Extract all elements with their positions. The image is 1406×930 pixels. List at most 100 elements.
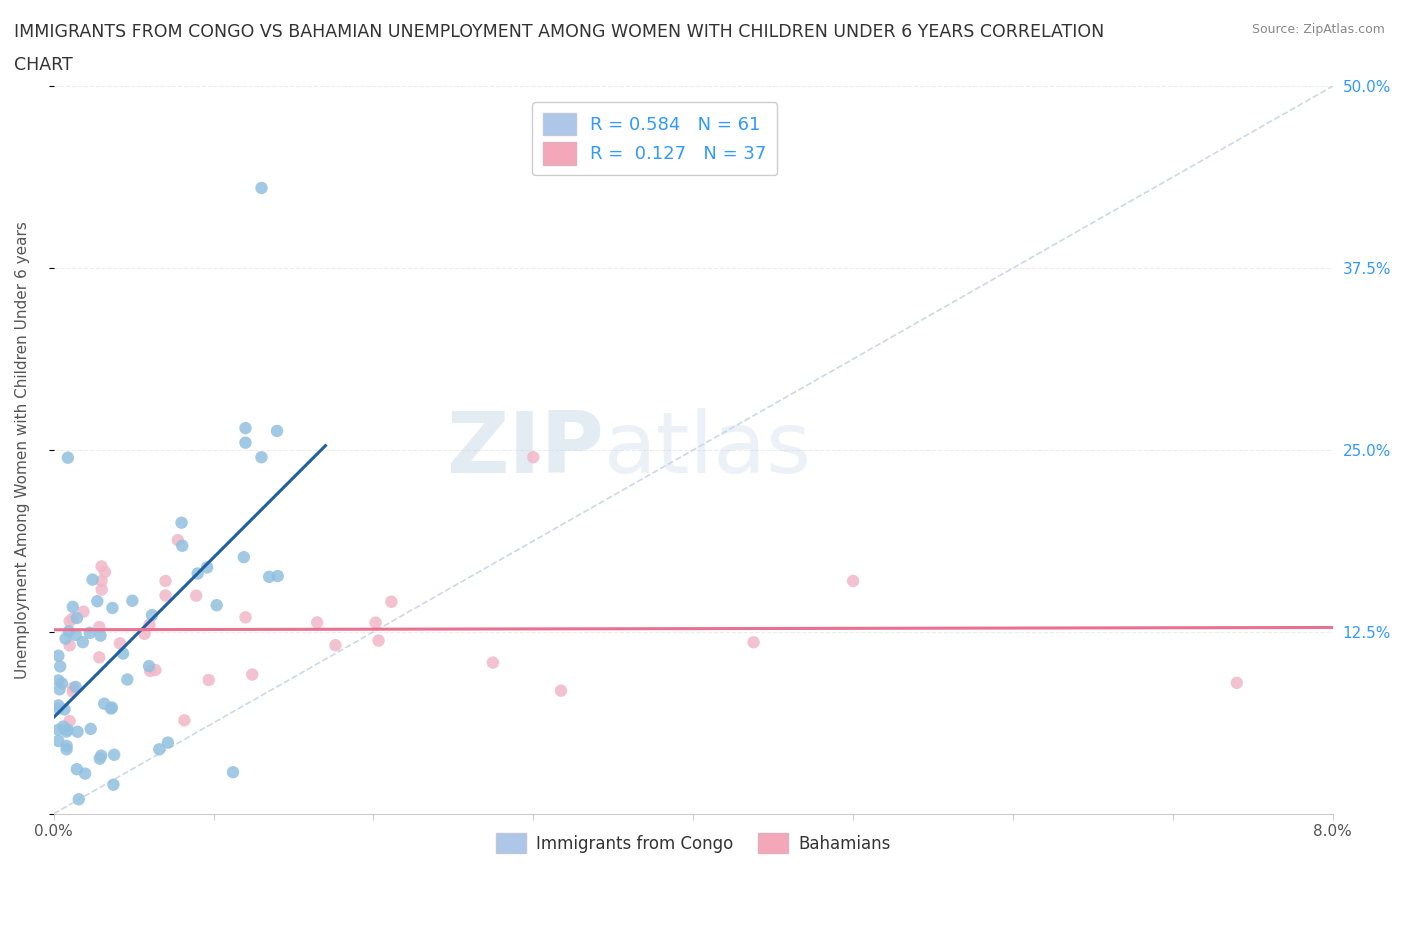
Point — [53, 702, 76, 717]
Point — [367, 633, 389, 648]
Point — [90, 582, 112, 597]
Point — [48, 648, 70, 663]
Point — [90, 749, 112, 764]
Point — [742, 635, 765, 650]
Point — [166, 533, 188, 548]
Point — [90, 574, 112, 589]
Point — [155, 588, 177, 603]
Point — [66, 724, 89, 739]
Point — [257, 569, 280, 584]
Point — [48, 682, 70, 697]
Point — [59, 638, 82, 653]
Point — [172, 538, 194, 553]
Point — [55, 742, 77, 757]
Point — [173, 713, 195, 728]
Point — [48, 734, 70, 749]
Point — [101, 601, 124, 616]
Legend: Immigrants from Congo, Bahamians: Immigrants from Congo, Bahamians — [489, 827, 897, 860]
Point — [117, 672, 139, 687]
Point — [250, 180, 273, 195]
Point — [197, 672, 219, 687]
Point — [86, 593, 108, 608]
Point — [52, 719, 75, 734]
Point — [55, 724, 77, 739]
Point — [75, 766, 97, 781]
Point — [48, 698, 70, 712]
Point — [307, 615, 329, 630]
Point — [55, 631, 77, 646]
Point — [90, 628, 112, 643]
Point — [103, 748, 125, 763]
Point — [380, 594, 402, 609]
Point — [482, 656, 505, 671]
Text: atlas: atlas — [603, 408, 811, 491]
Point — [235, 420, 257, 435]
Point — [145, 662, 167, 677]
Point — [522, 450, 544, 465]
Point — [138, 618, 160, 632]
Point — [89, 619, 111, 634]
Point — [235, 435, 257, 450]
Point — [56, 723, 79, 737]
Point — [89, 650, 111, 665]
Point — [59, 713, 82, 728]
Point — [56, 450, 79, 465]
Point — [94, 565, 117, 579]
Text: CHART: CHART — [14, 56, 73, 73]
Point — [121, 593, 143, 608]
Text: Source: ZipAtlas.com: Source: ZipAtlas.com — [1251, 23, 1385, 36]
Point — [100, 701, 122, 716]
Point — [72, 604, 94, 619]
Point — [101, 700, 124, 715]
Point — [49, 659, 72, 674]
Point — [138, 658, 160, 673]
Point — [250, 450, 273, 465]
Point — [90, 559, 112, 574]
Point — [93, 697, 115, 711]
Point — [66, 762, 89, 777]
Point — [59, 614, 82, 629]
Point — [65, 628, 87, 643]
Point — [67, 791, 90, 806]
Point — [240, 667, 263, 682]
Point — [155, 574, 177, 589]
Point — [80, 722, 103, 737]
Y-axis label: Unemployment Among Women with Children Under 6 years: Unemployment Among Women with Children U… — [15, 221, 30, 679]
Point — [108, 636, 131, 651]
Text: ZIP: ZIP — [446, 408, 603, 491]
Point — [72, 634, 94, 649]
Point — [62, 681, 84, 696]
Point — [266, 423, 288, 438]
Point — [139, 663, 162, 678]
Point — [235, 610, 257, 625]
Point — [170, 515, 193, 530]
Point — [65, 680, 87, 695]
Point — [205, 598, 228, 613]
Point — [141, 607, 163, 622]
Point — [186, 588, 208, 603]
Point — [55, 738, 77, 753]
Point — [325, 638, 347, 653]
Point — [232, 550, 254, 565]
Point — [58, 624, 80, 639]
Point — [550, 684, 572, 698]
Point — [62, 600, 84, 615]
Point — [112, 646, 135, 661]
Point — [195, 560, 218, 575]
Point — [82, 572, 104, 587]
Point — [187, 566, 209, 581]
Point — [48, 673, 70, 688]
Point — [842, 574, 865, 589]
Point — [1226, 675, 1249, 690]
Point — [48, 723, 70, 737]
Text: IMMIGRANTS FROM CONGO VS BAHAMIAN UNEMPLOYMENT AMONG WOMEN WITH CHILDREN UNDER 6: IMMIGRANTS FROM CONGO VS BAHAMIAN UNEMPL… — [14, 23, 1104, 41]
Point — [62, 611, 84, 626]
Point — [48, 701, 70, 716]
Point — [103, 777, 125, 792]
Point — [364, 616, 387, 631]
Point — [89, 751, 111, 766]
Point — [51, 676, 73, 691]
Point — [62, 684, 84, 699]
Point — [148, 742, 170, 757]
Point — [79, 625, 101, 640]
